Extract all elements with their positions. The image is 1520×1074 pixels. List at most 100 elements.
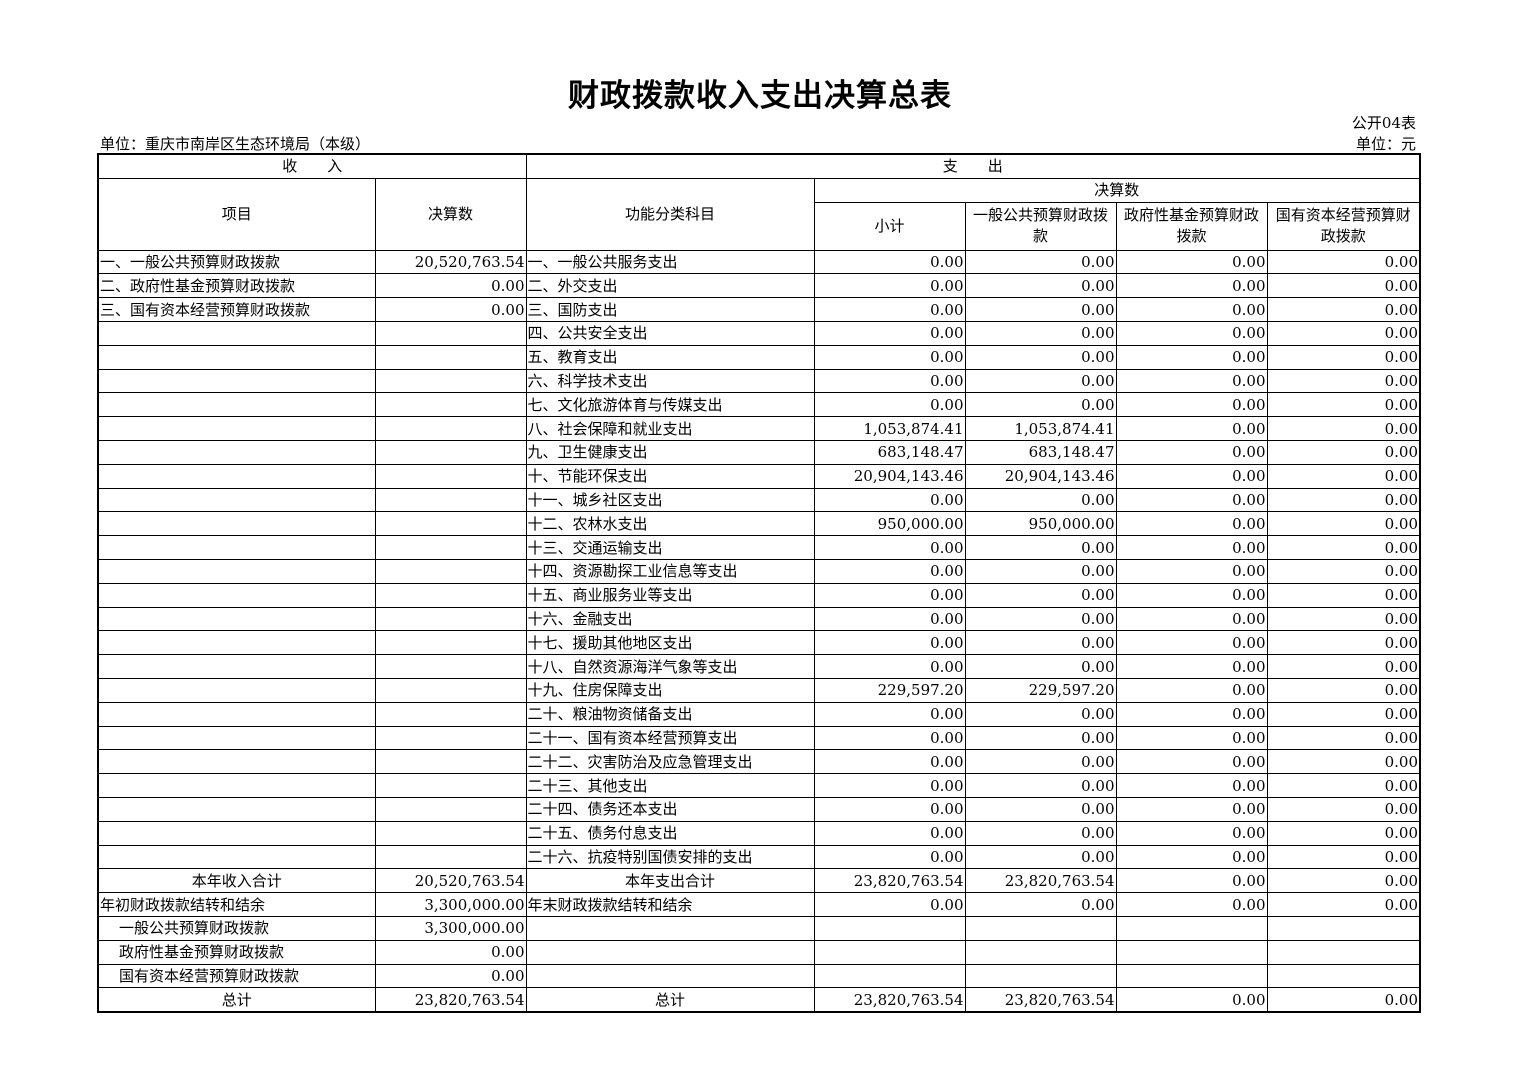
- cell-income-amount: [374, 320, 527, 346]
- table-row: 十八、自然资源海洋气象等支出 0.00 0.00 0.00 0.00: [97, 654, 1421, 679]
- cell-state-capital: 0.00: [1266, 606, 1421, 632]
- table-row: 十、节能环保支出 20,904,143.46 20,904,143.46 0.00 0.…: [97, 463, 1421, 489]
- cell-subtotal: 0.00: [813, 630, 966, 656]
- cell-subtotal: 0.00: [813, 392, 966, 418]
- cell-subtotal: 0.00: [813, 344, 966, 370]
- cell-item: 国有资本经营预算财政拨款: [97, 963, 376, 989]
- cell-item: 本年收入合计: [97, 868, 376, 894]
- cell-income-amount: [374, 344, 527, 370]
- cell-subtotal: 0.00: [813, 892, 966, 917]
- cell-gov-fund: 0.00: [1115, 249, 1268, 275]
- cell-state-capital: 0.00: [1266, 439, 1421, 465]
- cell-income-amount: [374, 630, 527, 656]
- cell-subtotal: 0.00: [813, 487, 966, 513]
- cell-subtotal: 0.00: [813, 535, 966, 560]
- table-row: 六、科学技术支出 0.00 0.00 0.00 0.00: [97, 368, 1421, 394]
- cell-general-budget: 0.00: [964, 892, 1117, 917]
- cell-item: [97, 820, 376, 846]
- cell-item: [97, 796, 376, 822]
- cell-subtotal: 0.00: [813, 582, 966, 608]
- cell-func-category: 十九、住房保障支出: [525, 677, 815, 703]
- cell-item: [97, 749, 376, 775]
- cell-func-category: [525, 963, 815, 989]
- cell-item: [97, 344, 376, 370]
- cell-item: 总计: [97, 987, 376, 1013]
- cell-state-capital: 0.00: [1266, 701, 1421, 727]
- table-row: 总计 23,820,763.54 总计 23,820,763.54 23,820,763…: [97, 987, 1421, 1013]
- cell-general-budget: 683,148.47: [964, 439, 1117, 465]
- cell-general-budget: 229,597.20: [964, 677, 1117, 703]
- table-row: 二十二、灾害防治及应急管理支出 0.00 0.00 0.00 0.00: [97, 749, 1421, 775]
- cell-state-capital: 0.00: [1266, 344, 1421, 370]
- cell-gov-fund: 0.00: [1115, 606, 1268, 632]
- cell-state-capital: 0.00: [1266, 773, 1421, 798]
- cell-func-category: 十五、商业服务业等支出: [525, 582, 815, 608]
- cell-income-amount: [374, 725, 527, 751]
- cell-state-capital: 0.00: [1266, 558, 1421, 584]
- header-expense: 支 出: [525, 153, 1421, 179]
- cell-general-budget: 0.00: [964, 392, 1117, 418]
- cell-item: [97, 439, 376, 465]
- cell-func-category: 十三、交通运输支出: [525, 535, 815, 560]
- cell-state-capital: 0.00: [1266, 987, 1421, 1013]
- cell-income-amount: [374, 439, 527, 465]
- cell-general-budget: 23,820,763.54: [964, 868, 1117, 894]
- cell-func-category: 四、公共安全支出: [525, 320, 815, 346]
- cell-income-amount: [374, 416, 527, 441]
- table-row: 三、国有资本经营预算财政拨款 0.00 三、国防支出 0.00 0.00 0.00 0.00: [97, 297, 1421, 322]
- header-expense-amount: 决算数: [813, 177, 1421, 203]
- table-row: 二十三、其他支出 0.00 0.00 0.00 0.00: [97, 773, 1421, 798]
- cell-gov-fund: 0.00: [1115, 344, 1268, 370]
- cell-general-budget: 0.00: [964, 820, 1117, 846]
- cell-general-budget: 0.00: [964, 654, 1117, 679]
- cell-state-capital: [1266, 939, 1421, 965]
- cell-gov-fund: 0.00: [1115, 487, 1268, 513]
- cell-state-capital: 0.00: [1266, 892, 1421, 917]
- cell-general-budget: [964, 915, 1117, 941]
- cell-gov-fund: 0.00: [1115, 725, 1268, 751]
- table-row: 五、教育支出 0.00 0.00 0.00 0.00: [97, 344, 1421, 370]
- cell-subtotal: [813, 915, 966, 941]
- cell-state-capital: 0.00: [1266, 249, 1421, 275]
- header-income-amount: 决算数: [374, 177, 527, 251]
- cell-income-amount: 3,300,000.00: [374, 892, 527, 917]
- cell-func-category: 八、社会保障和就业支出: [525, 416, 815, 441]
- table-row: 国有资本经营预算财政拨款 0.00: [97, 963, 1421, 989]
- cell-general-budget: 1,053,874.41: [964, 416, 1117, 441]
- cell-state-capital: 0.00: [1266, 320, 1421, 346]
- cell-income-amount: [374, 844, 527, 870]
- cell-general-budget: 0.00: [964, 344, 1117, 370]
- cell-general-budget: 0.00: [964, 558, 1117, 584]
- cell-gov-fund: 0.00: [1115, 392, 1268, 418]
- cell-income-amount: [374, 535, 527, 560]
- cell-state-capital: 0.00: [1266, 273, 1421, 299]
- cell-state-capital: 0.00: [1266, 416, 1421, 441]
- cell-general-budget: 0.00: [964, 725, 1117, 751]
- cell-income-amount: [374, 487, 527, 513]
- table-row: 政府性基金预算财政拨款 0.00: [97, 939, 1421, 965]
- cell-income-amount: 3,300,000.00: [374, 915, 527, 941]
- cell-subtotal: 0.00: [813, 368, 966, 394]
- cell-state-capital: 0.00: [1266, 749, 1421, 775]
- cell-func-category: 九、卫生健康支出: [525, 439, 815, 465]
- cell-income-amount: [374, 511, 527, 537]
- cell-subtotal: 229,597.20: [813, 677, 966, 703]
- cell-func-category: 二十二、灾害防治及应急管理支出: [525, 749, 815, 775]
- cell-subtotal: [813, 963, 966, 989]
- cell-gov-fund: 0.00: [1115, 773, 1268, 798]
- cell-gov-fund: 0.00: [1115, 439, 1268, 465]
- cell-subtotal: 0.00: [813, 749, 966, 775]
- cell-func-category: 本年支出合计: [525, 868, 815, 894]
- cell-item: [97, 368, 376, 394]
- cell-income-amount: [374, 654, 527, 679]
- table-row: 十七、援助其他地区支出 0.00 0.00 0.00 0.00: [97, 630, 1421, 656]
- cell-subtotal: 0.00: [813, 773, 966, 798]
- cell-income-amount: [374, 606, 527, 632]
- cell-gov-fund: 0.00: [1115, 987, 1268, 1013]
- cell-general-budget: [964, 963, 1117, 989]
- cell-func-category: 十八、自然资源海洋气象等支出: [525, 654, 815, 679]
- cell-item: [97, 320, 376, 346]
- cell-income-amount: 23,820,763.54: [374, 987, 527, 1013]
- cell-subtotal: 0.00: [813, 273, 966, 299]
- cell-subtotal: 0.00: [813, 249, 966, 275]
